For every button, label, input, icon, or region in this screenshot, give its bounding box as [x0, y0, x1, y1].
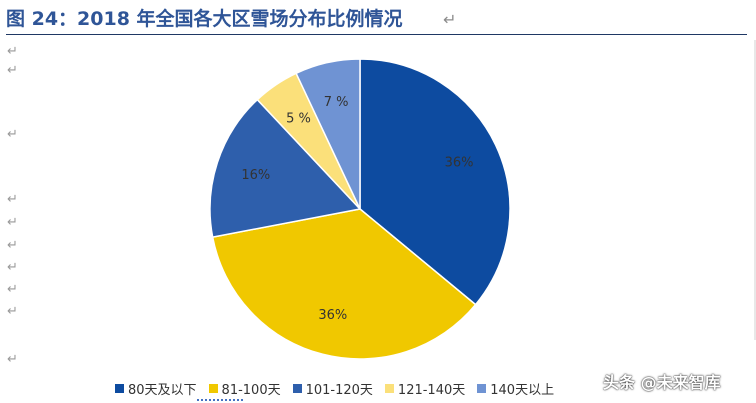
paragraph-mark-icon: ↵ [7, 63, 18, 78]
paragraph-mark-icon: ↵ [7, 192, 18, 207]
spellcheck-underline [197, 396, 243, 401]
pie-slice-label-1: 36% [318, 308, 347, 323]
pie-slice-0 [359, 58, 511, 306]
paragraph-mark-icon: ↵ [7, 238, 18, 253]
pie-slices [209, 58, 511, 360]
paragraph-mark-icon: ↵ [7, 127, 18, 142]
legend-swatch [477, 384, 487, 393]
legend-swatch [292, 384, 302, 393]
legend-label: 101-120天 [305, 383, 373, 398]
pie-slice-label-2: 16% [241, 168, 270, 183]
pie-slice-label-4: 7 % [324, 95, 349, 110]
legend-swatch [384, 384, 394, 393]
figure-title-bar: 图 24：2018 年全国各大区雪场分布比例情况 ↵ [6, 4, 747, 35]
legend-item-3: 121-140天 [384, 379, 466, 398]
pie-slice-2 [209, 98, 362, 238]
pie-slice-label-3: 5 % [286, 111, 311, 126]
paragraph-mark-icon: ↵ [7, 282, 18, 297]
legend-label: 140天以上 [490, 383, 555, 398]
figure-title: 图 24：2018 年全国各大区雪场分布比例情况 [6, 8, 403, 30]
paragraph-mark-icon: ↵ [7, 44, 18, 59]
watermark: 头条 @未来智库 [603, 373, 721, 392]
legend-swatch [115, 384, 124, 393]
legend-item-0: 80天及以下 [115, 379, 197, 398]
legend-item-2: 101-120天 [292, 379, 373, 398]
pie-slice-1 [211, 208, 477, 360]
chart-legend: 80天及以下 81-100天 101-120天 121-140天 140天以上 [115, 379, 566, 398]
legend-item-1: 81-100天 [208, 379, 281, 398]
pie-labels: 36% 36% 16% 5 % 7 % [241, 95, 473, 323]
paragraph-mark-icon: ↵ [7, 352, 18, 367]
legend-label: 121-140天 [397, 383, 466, 398]
legend-label: 81-100天 [221, 383, 281, 398]
paragraph-mark-icon: ↵ [7, 304, 18, 319]
legend-swatch [208, 384, 218, 393]
legend-label: 80天及以下 [128, 383, 197, 398]
paragraph-mark-icon: ↵ [7, 260, 18, 275]
paragraph-mark-icon: ↵ [7, 215, 18, 230]
pie-slice-4 [295, 58, 361, 210]
document-edge [754, 40, 756, 340]
paragraph-mark-icon: ↵ [443, 10, 457, 29]
pie-slice-label-0: 36% [445, 155, 474, 170]
legend-item-4: 140天以上 [477, 379, 554, 398]
